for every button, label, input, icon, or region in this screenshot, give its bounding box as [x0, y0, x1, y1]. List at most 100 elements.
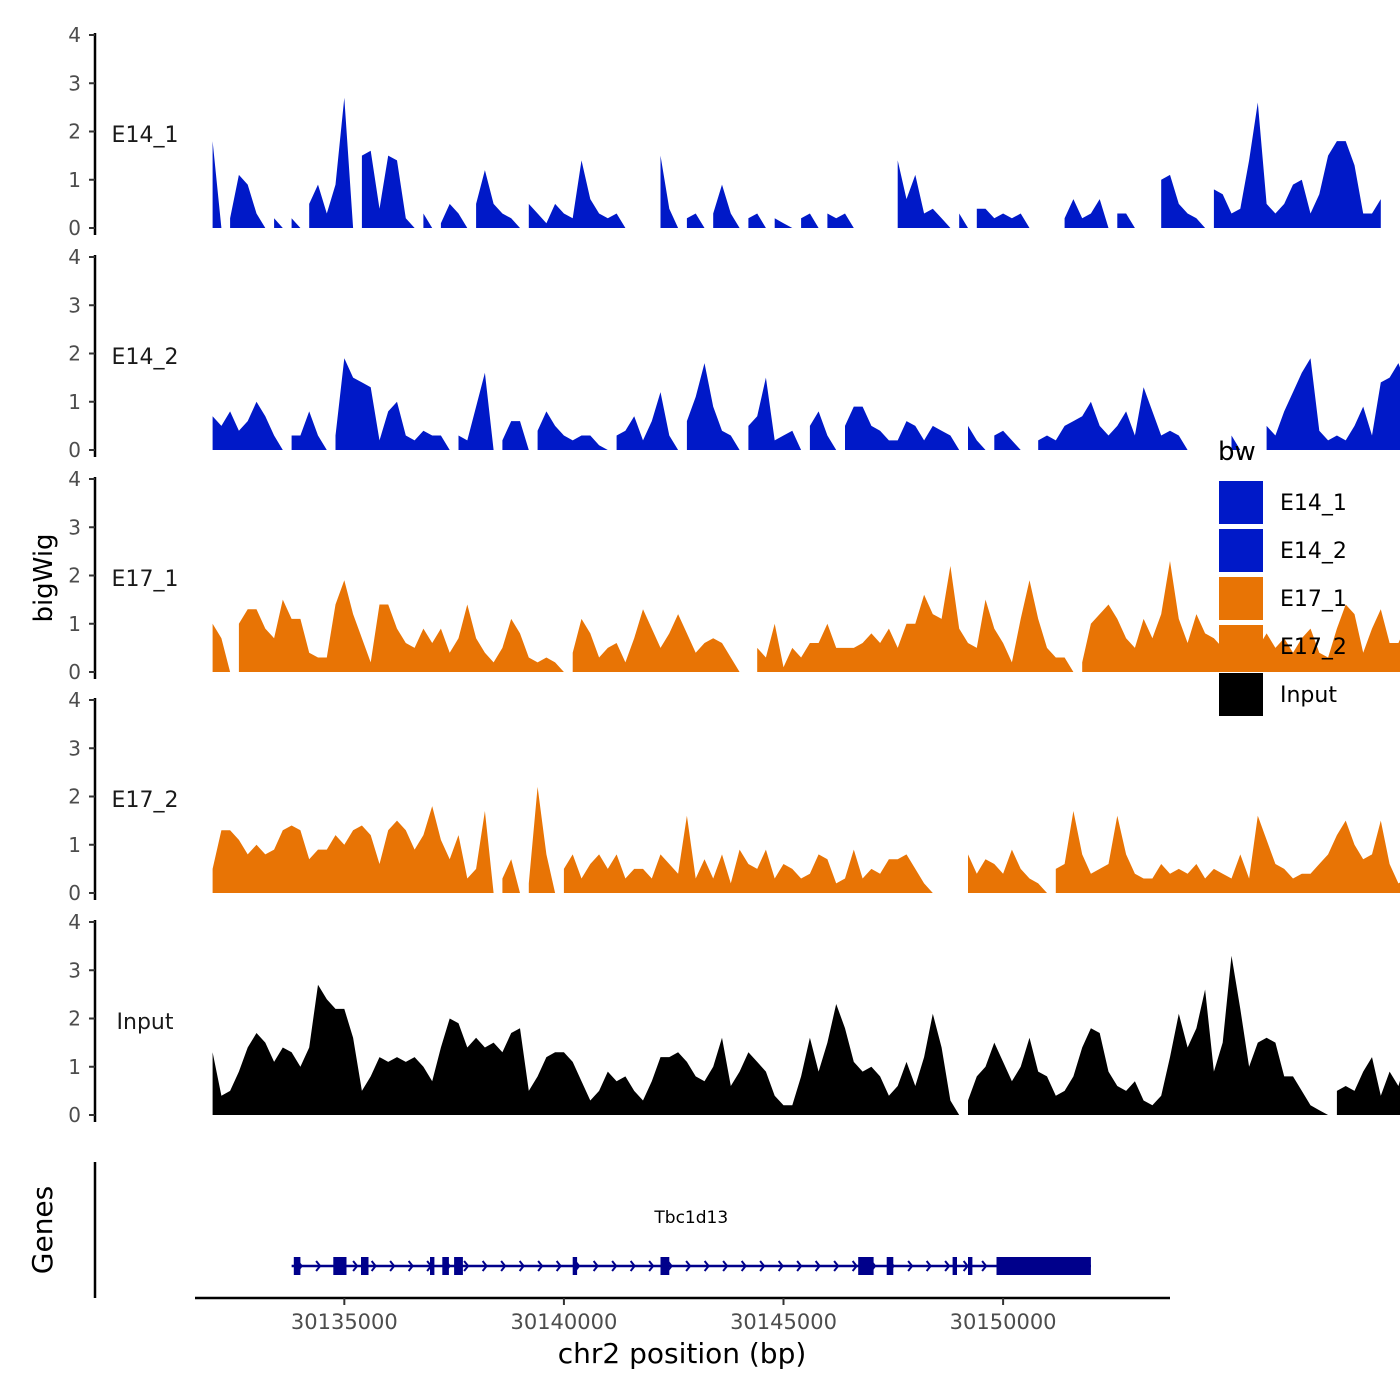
gene-exon: [572, 1257, 578, 1275]
strand-arrow: [925, 1260, 932, 1272]
strand-arrow: [352, 1260, 359, 1272]
legend-key-E14_1: [1219, 481, 1263, 524]
x-tick-label: 30150000: [950, 1310, 1057, 1334]
x-tick-label: 30135000: [291, 1310, 398, 1334]
y-tick-label: 3: [68, 958, 81, 982]
y-tick-label: 1: [68, 168, 81, 192]
strand-arrow: [537, 1260, 544, 1272]
legend: bw E14_1 E14_2 E17_1 E17_2 Input: [1218, 437, 1347, 716]
gene-exon: [968, 1257, 973, 1275]
legend-key-Input: [1219, 673, 1263, 716]
y-tick-label: 4: [68, 467, 81, 491]
y-tick-label: 2: [68, 342, 81, 366]
x-axis: chr2 position (bp) 30135000 30140000 30145…: [195, 1296, 1170, 1370]
legend-key-E17_2: [1219, 625, 1263, 668]
legend-label: E17_1: [1280, 587, 1347, 612]
gene-exon: [454, 1257, 463, 1275]
y-axis-title: bigWig: [29, 533, 59, 622]
signal-area-Input: [212, 955, 1400, 1115]
y-tick-label: 3: [68, 515, 81, 539]
gene-exon: [886, 1257, 894, 1275]
y-tick-label: 0: [68, 881, 81, 905]
track-Input: 0 1 2 3 4 Input: [68, 910, 1400, 1127]
legend-key-E14_2: [1219, 529, 1263, 572]
track-label: E14_2: [112, 345, 179, 370]
strand-arrow: [518, 1260, 525, 1272]
strand-arrow: [944, 1260, 951, 1272]
gene-exon: [660, 1257, 670, 1275]
gene-label: Tbc1d13: [653, 1208, 728, 1228]
strand-arrow: [389, 1260, 396, 1272]
track-label: E17_2: [112, 788, 179, 813]
y-tick-label: 3: [68, 736, 81, 760]
signal-area-E14_1: [212, 97, 1381, 228]
strand-arrow: [685, 1260, 692, 1272]
strand-arrow: [777, 1260, 784, 1272]
strand-arrow: [962, 1260, 969, 1272]
y-tick-label: 4: [68, 910, 81, 934]
strand-arrow: [907, 1260, 914, 1272]
strand-arrow: [722, 1260, 729, 1272]
gene-exon: [361, 1257, 369, 1275]
x-tick-label: 30145000: [730, 1310, 837, 1334]
y-tick-label: 0: [68, 216, 81, 240]
gene-exon: [442, 1257, 449, 1275]
x-tick-label: 30140000: [510, 1310, 617, 1334]
strand-arrow: [648, 1260, 655, 1272]
strand-arrow: [463, 1260, 470, 1272]
gene-exon: [996, 1257, 1091, 1275]
y-tick-label: 4: [68, 23, 81, 47]
x-axis-title: chr2 position (bp): [558, 1337, 807, 1370]
strand-arrow: [740, 1260, 747, 1272]
strand-arrow: [611, 1260, 618, 1272]
legend-label: E14_1: [1280, 491, 1347, 516]
strand-arrow: [370, 1260, 377, 1272]
strand-arrow: [981, 1260, 988, 1272]
gene-exon: [430, 1257, 435, 1275]
strand-arrow: [592, 1260, 599, 1272]
track-label: E17_1: [112, 567, 179, 592]
strand-arrow: [629, 1260, 636, 1272]
track-E17_1: 0 1 2 3 4 E17_1: [68, 467, 1400, 684]
strand-arrow: [796, 1260, 803, 1272]
strand-arrow: [703, 1260, 710, 1272]
y-tick-label: 2: [68, 564, 81, 588]
y-tick-label: 2: [68, 120, 81, 144]
signal-area-E14_2: [212, 358, 1400, 450]
y-tick-label: 3: [68, 71, 81, 95]
genes-axis-title: Genes: [26, 1186, 59, 1274]
y-tick-label: 0: [68, 1103, 81, 1127]
genes-panel: Genes Tbc1d13: [26, 1162, 1091, 1298]
y-tick-label: 2: [68, 785, 81, 809]
y-tick-label: 1: [68, 1055, 81, 1079]
strand-arrow: [814, 1260, 821, 1272]
gene-exon: [952, 1257, 957, 1275]
track-E14_1: 0 1 2 3 4 E14_1: [68, 23, 1381, 240]
y-tick-label: 1: [68, 390, 81, 414]
strand-arrow: [407, 1260, 414, 1272]
y-tick-label: 3: [68, 293, 81, 317]
y-tick-label: 1: [68, 612, 81, 636]
strand-arrow: [759, 1260, 766, 1272]
signal-area-E17_2: [212, 786, 1400, 893]
gene-exon: [333, 1257, 347, 1275]
track-E14_2: 0 1 2 3 4 E14_2: [68, 245, 1400, 462]
legend-title: bw: [1218, 437, 1256, 467]
y-tick-label: 4: [68, 245, 81, 269]
strand-arrow: [555, 1260, 562, 1272]
strand-arrow: [833, 1260, 840, 1272]
strand-arrow: [500, 1260, 507, 1272]
legend-label: E17_2: [1280, 635, 1347, 660]
y-tick-label: 0: [68, 438, 81, 462]
track-label: E14_1: [112, 123, 179, 148]
track-label: Input: [117, 1010, 174, 1035]
signal-tracks: 0 1 2 3 4 E14_1 0 1 2 3 4 E14_2 0 1 2 3 4 E17_1 0 1 2 3 4 E17_2…: [68, 23, 1400, 1127]
strand-arrow: [851, 1260, 858, 1272]
y-tick-label: 2: [68, 1007, 81, 1031]
legend-key-E17_1: [1219, 577, 1263, 620]
gene-exon: [858, 1257, 874, 1275]
strand-arrow: [481, 1260, 488, 1272]
y-tick-label: 1: [68, 833, 81, 857]
y-tick-label: 4: [68, 688, 81, 712]
